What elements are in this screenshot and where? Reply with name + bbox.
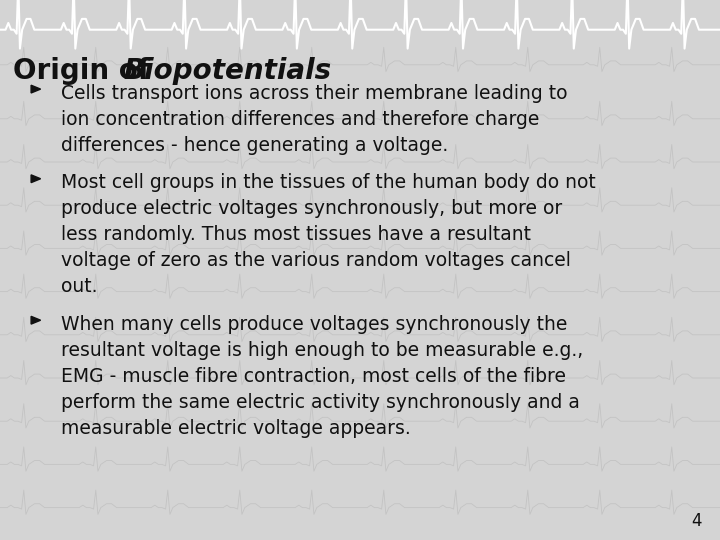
Text: perform the same electric activity synchronously and a: perform the same electric activity synch… <box>61 393 580 411</box>
Text: When many cells produce voltages synchronously the: When many cells produce voltages synchro… <box>61 315 567 334</box>
Text: Biopotentials: Biopotentials <box>123 57 331 85</box>
Text: produce electric voltages synchronously, but more or: produce electric voltages synchronously,… <box>61 199 562 218</box>
Text: ion concentration differences and therefore charge: ion concentration differences and theref… <box>61 110 539 129</box>
Text: less randomly. Thus most tissues have a resultant: less randomly. Thus most tissues have a … <box>61 225 531 244</box>
Polygon shape <box>31 175 40 183</box>
Text: Cells transport ions across their membrane leading to: Cells transport ions across their membra… <box>61 84 567 103</box>
Text: differences - hence generating a voltage.: differences - hence generating a voltage… <box>61 136 449 154</box>
Text: Origin of: Origin of <box>13 57 160 85</box>
Polygon shape <box>31 316 40 324</box>
Text: measurable electric voltage appears.: measurable electric voltage appears. <box>61 418 411 437</box>
Polygon shape <box>31 85 40 93</box>
Text: voltage of zero as the various random voltages cancel: voltage of zero as the various random vo… <box>61 251 571 270</box>
Text: EMG - muscle fibre contraction, most cells of the fibre: EMG - muscle fibre contraction, most cel… <box>61 367 566 386</box>
Text: out.: out. <box>61 277 98 296</box>
Text: 4: 4 <box>691 512 702 530</box>
Text: resultant voltage is high enough to be measurable e.g.,: resultant voltage is high enough to be m… <box>61 341 583 360</box>
Text: Most cell groups in the tissues of the human body do not: Most cell groups in the tissues of the h… <box>61 173 596 192</box>
